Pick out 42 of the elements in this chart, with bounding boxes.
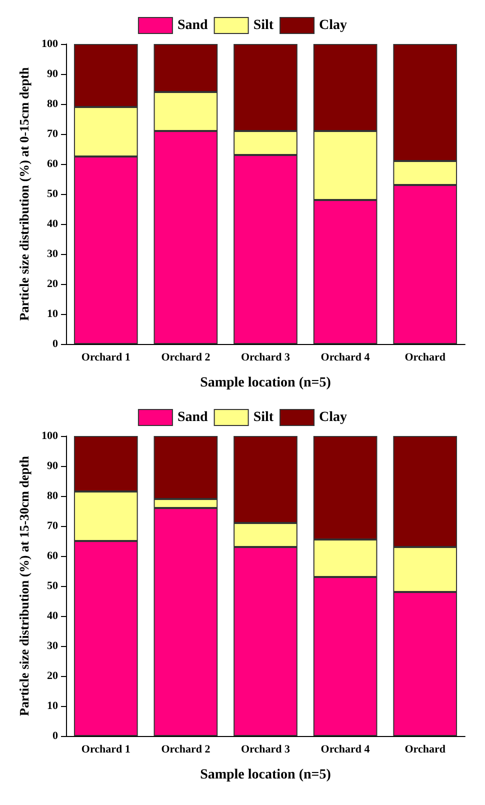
y-tick-label: 0 <box>52 338 58 350</box>
x-tick-label: Orchard 1 <box>81 352 130 364</box>
x-tick-label: Orchard <box>404 744 446 756</box>
y-tick-label: 30 <box>47 248 58 260</box>
legend-label: Clay <box>319 410 348 425</box>
x-tick-label: Orchard 3 <box>241 352 290 364</box>
y-tick-label: 70 <box>47 128 58 140</box>
y-tick-label: 0 <box>52 730 58 742</box>
y-tick-label: 80 <box>47 490 58 502</box>
x-tick-label: Orchard 4 <box>320 352 370 364</box>
y-tick-label: 90 <box>47 460 58 472</box>
y-tick-label: 60 <box>47 158 58 170</box>
legend-label: Clay <box>319 18 348 33</box>
x-tick-label: Orchard 2 <box>161 352 211 364</box>
y-tick-label: 10 <box>47 700 58 712</box>
x-tick-label: Orchard 3 <box>241 744 290 756</box>
y-tick-label: 20 <box>47 670 58 682</box>
legend-label: Sand <box>177 18 208 33</box>
y-tick-label: 80 <box>47 98 58 110</box>
x-tick-label: Orchard 1 <box>81 744 130 756</box>
y-tick-label: 20 <box>47 278 58 290</box>
y-tick-label: 40 <box>47 610 58 622</box>
y-axis-title: Particle size distribution (%) at 0-15cm depth <box>16 66 32 321</box>
y-tick-label: 30 <box>47 640 58 652</box>
legend-label: Silt <box>253 410 274 425</box>
x-tick-label: Orchard 4 <box>320 744 370 756</box>
legend-label: Sand <box>177 410 208 425</box>
x-tick-label: Orchard 2 <box>161 744 211 756</box>
y-tick-label: 100 <box>42 38 58 50</box>
legend-label: Silt <box>253 18 274 33</box>
x-axis-title: Sample location (n=5) <box>200 376 332 390</box>
y-tick-label: 100 <box>42 430 58 442</box>
y-tick-label: 70 <box>47 520 58 532</box>
y-axis-title: Particle size distribution (%) at 15-30cm depth <box>16 455 32 716</box>
y-tick-label: 50 <box>47 580 58 592</box>
y-tick-label: 60 <box>47 550 58 562</box>
x-tick-label: Orchard <box>404 352 446 364</box>
y-tick-label: 50 <box>47 188 58 200</box>
y-tick-label: 10 <box>47 308 58 320</box>
y-tick-label: 90 <box>47 68 58 80</box>
x-axis-title: Sample location (n=5) <box>200 768 332 782</box>
y-tick-label: 40 <box>47 218 58 230</box>
